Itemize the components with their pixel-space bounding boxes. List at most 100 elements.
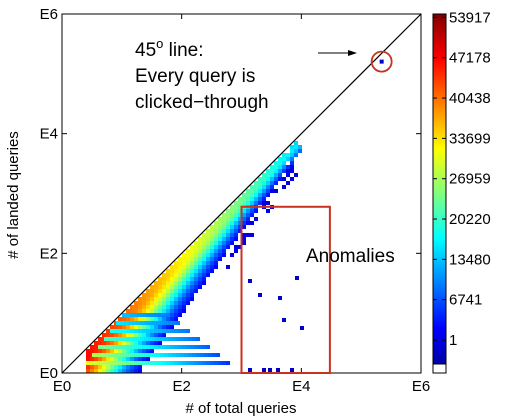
heatmap-cell xyxy=(242,209,246,213)
heatmap-cell xyxy=(106,345,110,349)
heatmap-cell xyxy=(186,285,190,289)
heatmap-cell xyxy=(166,285,170,289)
heatmap-cell xyxy=(254,201,258,205)
heatmap-cell xyxy=(190,261,194,265)
heatmap-cell xyxy=(214,253,218,257)
heatmap-cell xyxy=(290,368,294,372)
heatmap-cell xyxy=(214,249,218,253)
heatmap-cell xyxy=(276,368,280,372)
heatmap-cell xyxy=(206,261,210,265)
heatmap-cell xyxy=(94,361,98,365)
heatmap-cell xyxy=(298,149,302,153)
heatmap-cell xyxy=(250,213,254,217)
heatmap-cell xyxy=(164,353,168,357)
heatmap-cell xyxy=(132,337,136,341)
heatmap-cell xyxy=(254,181,258,185)
heatmap-cell xyxy=(168,321,172,325)
heatmap-cell xyxy=(262,189,266,193)
heatmap-cell xyxy=(246,213,250,217)
heatmap-cell xyxy=(210,265,214,269)
heatmap-cell xyxy=(294,141,298,145)
heatmap-cell xyxy=(136,321,140,325)
heatmap-cell xyxy=(194,241,198,245)
heatmap-cell xyxy=(190,249,194,253)
heatmap-cell xyxy=(214,233,218,237)
heatmap-cell xyxy=(182,361,186,365)
heatmap-cell xyxy=(174,361,178,365)
heatmap-cell xyxy=(194,289,198,293)
heatmap-cell xyxy=(158,277,162,281)
heatmap-cell xyxy=(96,353,100,357)
heatmap-cell xyxy=(238,201,242,205)
heatmap-cell xyxy=(234,205,238,209)
heatmap-cell xyxy=(154,341,158,345)
y-tick-label: E6 xyxy=(40,6,58,23)
heatmap-cell xyxy=(166,305,170,309)
heatmap-cell xyxy=(142,333,146,337)
heatmap-cell xyxy=(138,297,142,301)
heatmap-cell xyxy=(150,301,154,305)
heatmap-cell xyxy=(130,313,134,317)
heatmap-cell xyxy=(158,293,162,297)
heatmap-cell xyxy=(190,265,194,269)
heatmap-cell xyxy=(172,337,176,341)
heatmap-cell xyxy=(190,293,194,297)
heatmap-cell xyxy=(230,233,234,237)
heatmap-cell xyxy=(162,345,166,349)
heatmap-cell xyxy=(86,357,90,361)
heatmap-cell xyxy=(258,293,262,297)
heatmap-cell xyxy=(126,365,130,369)
heatmap-cell xyxy=(254,217,258,221)
heatmap-cell xyxy=(198,273,202,277)
heatmap-cell xyxy=(138,345,142,349)
heatmap-cell xyxy=(130,349,134,353)
heatmap-cell xyxy=(178,361,182,365)
heatmap-cell xyxy=(126,325,130,329)
heatmap-cell xyxy=(98,345,102,349)
heatmap-cell xyxy=(170,329,174,333)
heatmap-cell xyxy=(160,321,164,325)
heatmap-cell xyxy=(300,326,304,330)
heatmap-cell xyxy=(90,369,94,373)
heatmap-cell xyxy=(266,185,270,189)
heatmap-cell xyxy=(274,173,278,177)
heatmap-cell xyxy=(258,201,262,205)
heatmap-cell xyxy=(154,285,158,289)
heatmap-cell xyxy=(190,245,194,249)
heatmap-cell xyxy=(116,321,120,325)
heatmap-cell xyxy=(290,157,294,161)
heatmap-cell xyxy=(170,361,174,365)
heatmap-cell xyxy=(218,221,222,225)
heatmap-cell xyxy=(86,369,90,373)
annotation-every-query: Every query is xyxy=(135,66,255,87)
heatmap-cell xyxy=(218,245,222,249)
heatmap-cell xyxy=(118,317,122,321)
heatmap-cell xyxy=(218,257,222,261)
heatmap-cell xyxy=(122,369,126,373)
heatmap-cell xyxy=(162,361,166,365)
heatmap-cell xyxy=(154,293,158,297)
heatmap-cell xyxy=(294,173,298,177)
heatmap-cell xyxy=(98,349,102,353)
heatmap-cell xyxy=(290,169,294,173)
heatmap-cell xyxy=(110,341,114,345)
heatmap-cell xyxy=(134,317,138,321)
heatmap-cell xyxy=(222,361,226,365)
heatmap-cell xyxy=(170,297,174,301)
heatmap-cell xyxy=(270,165,274,169)
heatmap-cell xyxy=(154,313,158,317)
heatmap-cell xyxy=(174,313,178,317)
heatmap-cell xyxy=(238,205,242,209)
heatmap-cell xyxy=(142,357,146,361)
heatmap-cell xyxy=(146,357,150,361)
heatmap-cell xyxy=(218,253,222,257)
heatmap-cell xyxy=(186,265,190,269)
heatmap-cell xyxy=(274,165,278,169)
heatmap-cell xyxy=(86,361,90,365)
x-tick-label: E6 xyxy=(412,378,430,395)
heatmap-cell xyxy=(182,329,186,333)
heatmap-cell xyxy=(154,325,158,329)
heatmap-cell xyxy=(174,289,178,293)
heatmap-cell xyxy=(178,277,182,281)
heatmap-cell xyxy=(230,237,234,241)
